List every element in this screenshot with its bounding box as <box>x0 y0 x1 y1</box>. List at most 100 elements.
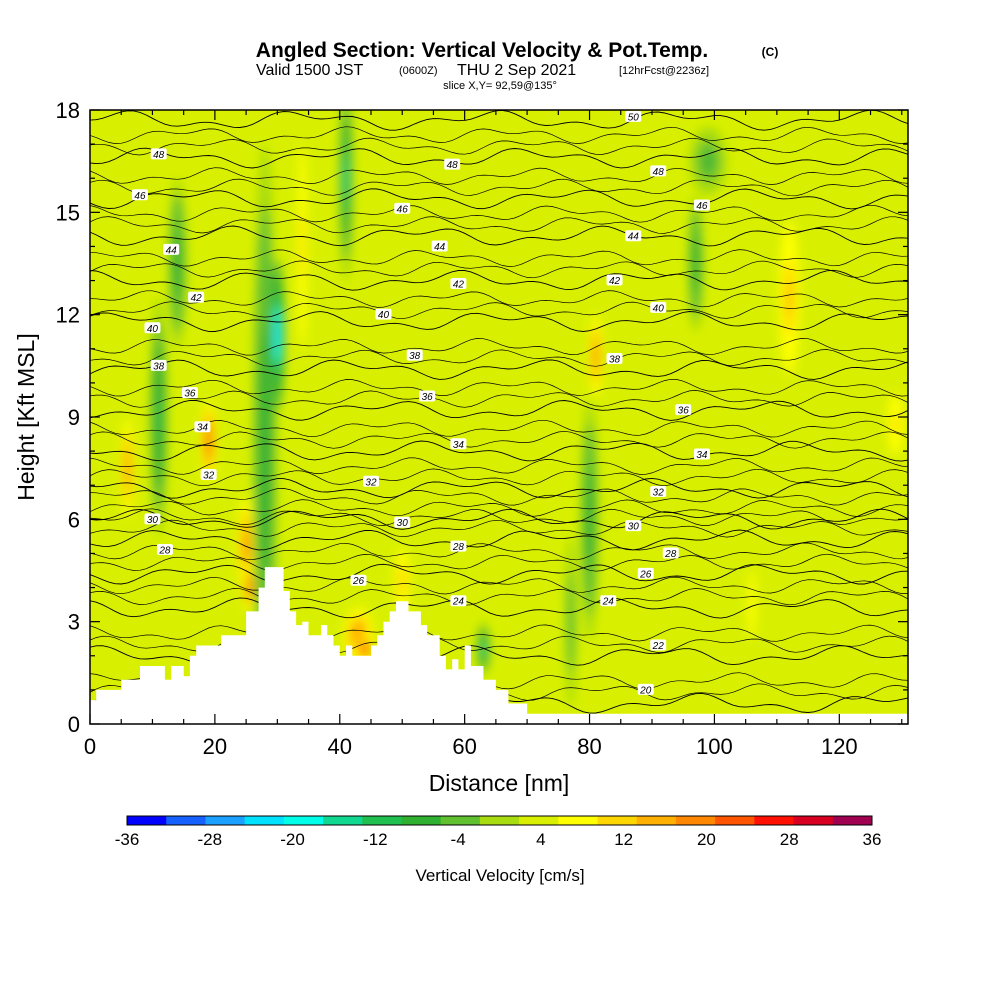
isentrope-minor <box>90 390 908 408</box>
subtitle-utc: (0600Z) <box>399 65 438 77</box>
isentrope-minor <box>90 137 908 156</box>
y-tick-label: 9 <box>68 405 80 430</box>
colorbar-tick-label: 20 <box>697 830 716 849</box>
isentrope-minor <box>90 576 908 595</box>
isentrope-minor <box>90 508 908 526</box>
x-tick-label: 20 <box>203 734 227 759</box>
contour-label: 48 <box>150 148 167 161</box>
colorbar-swatch <box>362 816 402 825</box>
velocity-cell <box>564 536 578 707</box>
isentrope-minor <box>90 624 908 643</box>
contour-label: 28 <box>662 547 679 560</box>
colorbar-swatch <box>283 816 324 825</box>
isentrope-minor <box>90 378 908 397</box>
colorbar-swatch <box>832 816 873 825</box>
x-tick-label: 80 <box>577 734 601 759</box>
isentrope-minor <box>90 290 908 308</box>
contour-label: 34 <box>450 438 467 451</box>
velocity-cell <box>742 519 762 690</box>
y-tick-label: 6 <box>68 507 80 532</box>
isentrope-minor <box>90 260 908 279</box>
colorbar-tick-label: 12 <box>614 830 633 849</box>
contour-label: 46 <box>131 189 148 202</box>
contour-label: 40 <box>375 308 392 321</box>
svg-text:48: 48 <box>447 160 459 171</box>
contour-label: 30 <box>625 520 642 533</box>
svg-text:22: 22 <box>652 641 665 652</box>
colorbar-swatch <box>479 816 520 825</box>
slice-label: slice X,Y= 92,59@135° <box>443 80 557 92</box>
contour-label: 36 <box>419 390 436 403</box>
isentrope-48 <box>90 147 908 169</box>
isentrope-minor <box>90 457 908 475</box>
contour-label: 32 <box>200 468 217 481</box>
isentrope-42 <box>90 269 908 291</box>
colorbar-tick-label: -28 <box>197 830 222 849</box>
svg-text:38: 38 <box>153 361 165 372</box>
contour-label: 32 <box>362 475 379 488</box>
isentrope-minor <box>90 338 908 356</box>
isentrope-minor <box>90 468 908 487</box>
isentrope-36 <box>90 399 908 421</box>
chart-subtitle: Valid 1500 JST (0600Z) THU 2 Sep 2021 [1… <box>256 62 709 79</box>
isentrope-minor <box>90 499 908 517</box>
contour-label: 46 <box>693 199 710 212</box>
contour-label: 44 <box>431 240 448 253</box>
svg-text:30: 30 <box>397 518 409 529</box>
isentrope-44 <box>90 225 908 247</box>
velocity-cell <box>168 178 187 349</box>
contour-label: 40 <box>144 322 161 335</box>
contour-label: 28 <box>156 544 173 557</box>
contour-label: 24 <box>450 595 467 608</box>
contour-label: 40 <box>650 301 667 314</box>
contour-label: 28 <box>450 540 467 553</box>
subtitle-date: THU 2 Sep 2021 <box>457 62 576 79</box>
svg-text:40: 40 <box>378 310 390 321</box>
contour-label: 42 <box>188 291 205 304</box>
svg-text:46: 46 <box>696 201 708 212</box>
velocity-cell <box>776 202 802 394</box>
svg-text:36: 36 <box>422 392 434 403</box>
isentrope-minor <box>90 178 908 197</box>
y-tick-label: 18 <box>56 98 80 123</box>
isentrope-28 <box>90 529 908 551</box>
isentrope-minor <box>90 553 908 572</box>
colorbar-swatch <box>127 816 167 825</box>
contour-label: 38 <box>406 349 423 362</box>
contour-label: 32 <box>650 486 667 499</box>
velocity-cell <box>392 539 412 622</box>
colorbar-tick-label: -36 <box>115 830 140 849</box>
contour-label: 36 <box>181 387 198 400</box>
isentrope-minor <box>90 419 908 438</box>
svg-text:32: 32 <box>365 477 377 488</box>
svg-text:30: 30 <box>147 515 159 526</box>
svg-text:50: 50 <box>628 112 640 123</box>
colorbar-tick-label: 4 <box>536 830 545 849</box>
x-tick-label: 100 <box>696 734 733 759</box>
velocity-cell <box>689 127 727 196</box>
contour-label: 26 <box>637 567 654 580</box>
colorbar-swatch <box>793 816 834 825</box>
svg-text:48: 48 <box>653 167 665 178</box>
colorbar-tick-label: -20 <box>280 830 305 849</box>
svg-text:42: 42 <box>609 276 621 287</box>
contour-label: 44 <box>625 230 642 243</box>
svg-text:46: 46 <box>134 191 146 202</box>
colorbar-tick-label: 36 <box>863 830 882 849</box>
svg-text:30: 30 <box>628 522 640 533</box>
velocity-cell <box>338 110 354 281</box>
colorbar-swatch <box>558 816 599 825</box>
svg-text:32: 32 <box>203 470 215 481</box>
velocity-cell <box>294 110 310 417</box>
isentrope-minor <box>90 167 908 185</box>
svg-text:48: 48 <box>153 150 165 161</box>
isentrope-minor <box>90 349 908 367</box>
y-tick-label: 0 <box>68 712 80 737</box>
svg-text:20: 20 <box>639 685 652 696</box>
svg-text:28: 28 <box>158 546 171 557</box>
svg-text:36: 36 <box>678 406 690 417</box>
x-tick-label: 120 <box>821 734 858 759</box>
colorbar-swatch <box>715 816 755 825</box>
contour-label: 50 <box>625 110 642 123</box>
colorbar-swatch <box>440 816 481 825</box>
